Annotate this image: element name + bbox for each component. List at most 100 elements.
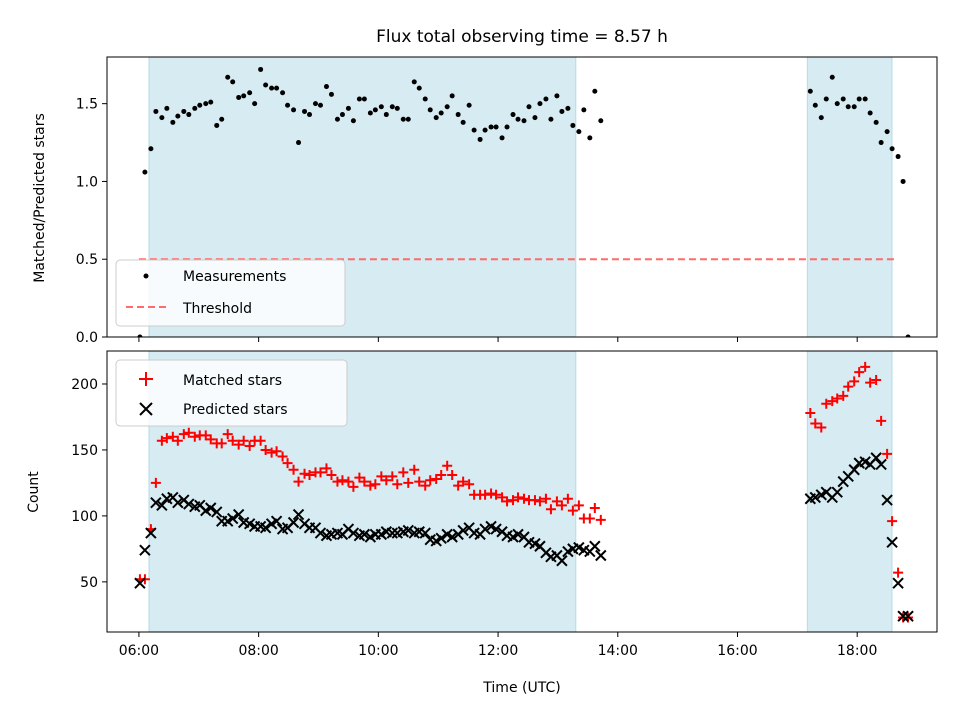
measurement-point <box>383 112 389 118</box>
matched-stars-point <box>534 496 545 507</box>
measurement-point <box>214 122 220 128</box>
matched-stars-point <box>843 381 854 392</box>
measurement-point <box>328 91 334 97</box>
measurement-point <box>900 178 906 184</box>
predicted-stars-point <box>556 555 568 567</box>
bottom-panel-y-axis-label: Count <box>26 471 42 513</box>
measurement-point <box>587 135 593 141</box>
measurement-point <box>537 101 543 107</box>
matched-stars-point <box>299 468 310 479</box>
predicted-stars-point <box>314 527 327 539</box>
matched-stars-point <box>567 505 578 516</box>
x-tick-label: 14:00 <box>598 643 638 659</box>
measurement-point <box>312 101 318 107</box>
measurement-point <box>889 146 895 152</box>
predicted-stars-point <box>156 499 168 512</box>
measurement-point <box>438 110 444 116</box>
measurement-point <box>532 115 538 121</box>
matched-stars-point <box>332 476 343 487</box>
y-tick-label: 1.5 <box>76 97 98 113</box>
measurement-point <box>526 104 532 110</box>
measurement-point <box>236 94 242 100</box>
measurement-point <box>252 101 258 107</box>
matched-stars-point <box>821 398 832 409</box>
matched-stars-point <box>882 448 893 459</box>
measurement-point <box>812 102 818 108</box>
measurement-point <box>548 116 554 122</box>
measurement-point <box>339 112 345 118</box>
matched-stars-point <box>887 516 898 527</box>
matched-stars-point <box>458 476 469 487</box>
measurement-point <box>302 108 308 114</box>
matched-stars-point <box>398 467 409 478</box>
measurement-point <box>515 116 521 122</box>
predicted-stars-point <box>512 528 524 541</box>
matched-stars-point <box>348 481 359 492</box>
measurement-point <box>581 107 587 113</box>
measurement-point <box>416 85 422 91</box>
observing-interval-shade <box>806 57 893 337</box>
matched-stars-point <box>529 495 540 506</box>
measurement-point <box>873 119 879 125</box>
predicted-stars-point <box>292 508 305 521</box>
matched-stars-point <box>304 470 315 481</box>
measurement-point <box>433 115 439 121</box>
predicted-stars-point <box>595 549 607 562</box>
x-tick-label: 08:00 <box>238 643 278 659</box>
y-tick-label: 150 <box>71 443 98 459</box>
matched-stars-point <box>871 375 882 386</box>
matched-stars-point <box>425 475 436 486</box>
predicted-stars-point <box>287 516 300 529</box>
predicted-stars-point <box>589 540 601 552</box>
measurement-point <box>334 116 340 122</box>
measurement-point <box>225 74 231 80</box>
matched-stars-point <box>387 471 398 482</box>
matched-stars-point <box>486 488 497 499</box>
x-tick-label: 06:00 <box>119 643 159 659</box>
measurement-point <box>361 96 367 102</box>
matched-stars-point <box>518 493 529 504</box>
x-tick-label: 10:00 <box>358 643 398 659</box>
matched-stars-point <box>589 502 600 513</box>
measurement-point <box>444 104 450 110</box>
measurement-point <box>466 102 472 108</box>
measurement-point <box>895 154 901 160</box>
predicted-stars-point <box>902 610 914 622</box>
predicted-stars-point <box>419 527 431 539</box>
legend-matched-label: Matched stars <box>183 373 282 389</box>
y-tick-label: 50 <box>80 575 98 591</box>
measurement-point <box>818 115 824 121</box>
measurement-point <box>482 127 488 133</box>
measurement-point <box>317 102 323 108</box>
predicted-stars-point <box>490 523 502 535</box>
measurement-point <box>285 102 291 108</box>
measurement-point <box>247 90 253 96</box>
measurement-point <box>845 104 851 110</box>
measurement-point <box>554 93 560 99</box>
matched-stars-point <box>556 500 567 511</box>
matched-stars-point <box>805 408 816 419</box>
predicted-stars-point <box>259 522 272 534</box>
top-panel-y-axis-label: Matched/Predicted stars <box>32 113 48 283</box>
y-tick-label: 100 <box>71 509 98 525</box>
measurement-point <box>405 116 411 122</box>
matched-stars-point <box>255 435 266 446</box>
plot-frame <box>106 56 938 338</box>
matched-stars-point <box>893 567 904 578</box>
measurement-point <box>576 129 582 135</box>
measurement-point <box>856 96 862 102</box>
measurement-point <box>378 104 384 110</box>
chart-panels: 0.0 0.5 1.0 1.5 50 100 150 200 06:00 08:00 10:00 12… <box>71 56 938 659</box>
measurement-point <box>400 116 406 122</box>
measurement-point <box>867 110 873 116</box>
matched-stars-point <box>420 480 431 491</box>
matched-stars-point <box>573 500 584 511</box>
measurement-point <box>455 112 461 118</box>
matched-stars-point <box>244 440 255 451</box>
x-tick-label: 18:00 <box>837 643 877 659</box>
matched-stars-point <box>513 492 524 503</box>
measurement-point <box>280 90 286 96</box>
predicted-stars-point <box>139 544 151 556</box>
measurement-point <box>427 107 433 113</box>
